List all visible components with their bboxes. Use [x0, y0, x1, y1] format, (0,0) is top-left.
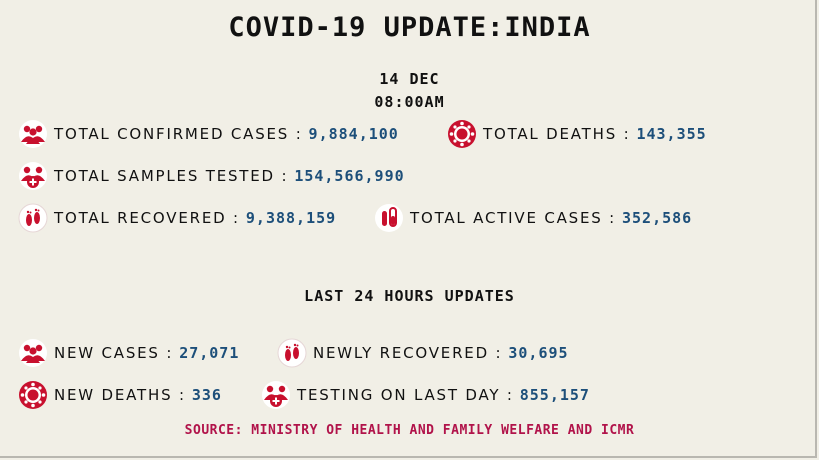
page-title: COVID-19 UPDATE:INDIA — [228, 12, 591, 43]
people-medical-icon — [18, 161, 48, 191]
virus-icon — [447, 119, 477, 149]
stat-label: TOTAL CONFIRMED CASES : — [54, 125, 303, 143]
stat-total-active: TOTAL ACTIVE CASES : 352,586 — [374, 203, 692, 233]
stat-total-confirmed: TOTAL CONFIRMED CASES : 9,884,100 — [18, 119, 399, 149]
stat-value: 27,071 — [179, 344, 240, 362]
stat-value: 855,157 — [519, 386, 590, 404]
stat-total-recovered: TOTAL RECOVERED : 9,388,159 — [18, 203, 336, 233]
section-title-last-24-hours: LAST 24 HOURS UPDATES — [304, 287, 515, 305]
virus-icon — [18, 380, 48, 410]
stat-label: NEW CASES : — [54, 344, 174, 362]
stat-new-deaths: NEW DEATHS : 336 — [18, 380, 222, 410]
stat-label: NEWLY RECOVERED : — [313, 344, 503, 362]
stat-testing-last-day: TESTING ON LAST DAY : 855,157 — [261, 380, 590, 410]
stat-newly-recovered: NEWLY RECOVERED : 30,695 — [277, 338, 569, 368]
stat-value: 336 — [191, 386, 222, 404]
people-icon — [18, 119, 48, 149]
test-tube-icon — [374, 203, 404, 233]
update-date: 14 DEC — [379, 70, 440, 88]
people-icon — [18, 338, 48, 368]
source-note: SOURCE: MINISTRY OF HEALTH AND FAMILY WE… — [184, 423, 635, 438]
stat-total-samples: TOTAL SAMPLES TESTED : 154,566,990 — [18, 161, 405, 191]
stat-label: TOTAL SAMPLES TESTED : — [54, 167, 289, 185]
stat-value: 154,566,990 — [294, 167, 405, 185]
stat-value: 30,695 — [508, 344, 569, 362]
stat-label: TESTING ON LAST DAY : — [297, 386, 514, 404]
stat-value: 143,355 — [636, 125, 707, 143]
stat-label: TOTAL ACTIVE CASES : — [410, 209, 616, 227]
stat-label: NEW DEATHS : — [54, 386, 186, 404]
stat-label: TOTAL RECOVERED : — [54, 209, 240, 227]
stat-value: 352,586 — [622, 209, 693, 227]
stat-new-cases: NEW CASES : 27,071 — [18, 338, 239, 368]
stat-label: TOTAL DEATHS : — [483, 125, 631, 143]
people-medical-icon — [261, 380, 291, 410]
stat-total-deaths: TOTAL DEATHS : 143,355 — [447, 119, 707, 149]
stat-value: 9,388,159 — [245, 209, 337, 227]
footprints-icon — [18, 203, 48, 233]
update-time: 08:00AM — [374, 93, 445, 111]
footprints-icon — [277, 338, 307, 368]
stat-value: 9,884,100 — [308, 125, 399, 143]
